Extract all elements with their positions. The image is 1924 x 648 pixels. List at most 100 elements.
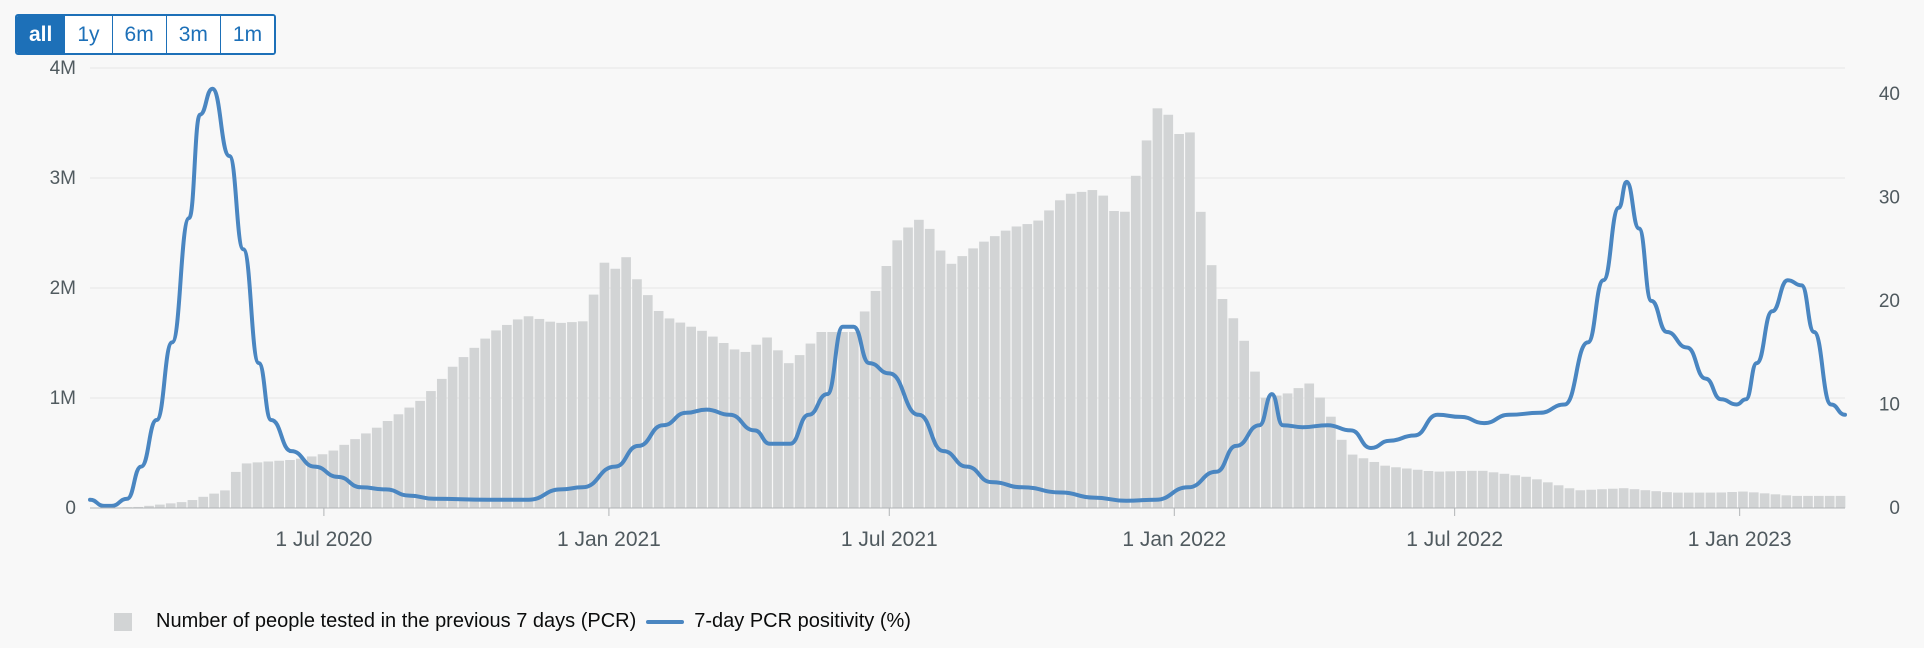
tested-bar <box>1293 388 1304 508</box>
tested-bar <box>588 294 599 508</box>
tested-bar <box>1542 482 1553 508</box>
tested-bar <box>1586 489 1596 508</box>
tested-bar <box>740 351 751 508</box>
tab-6m[interactable]: 6m <box>112 16 167 53</box>
tested-bar <box>979 241 989 508</box>
tested-bar <box>1065 193 1076 508</box>
tested-bar <box>1467 470 1477 508</box>
tested-bar <box>1738 491 1748 508</box>
tested-bar <box>274 460 284 508</box>
tested-bar <box>686 326 697 508</box>
tested-bar <box>621 257 631 508</box>
tested-bar <box>1564 488 1575 508</box>
tested-bar <box>924 228 935 508</box>
tested-bar <box>296 458 306 508</box>
tested-bar <box>1423 470 1434 508</box>
tested-bar <box>1401 468 1412 508</box>
tested-bar <box>1141 140 1152 508</box>
legend-label-positivity: 7-day PCR positivity (%) <box>694 610 911 632</box>
tested-bar <box>827 332 837 508</box>
tested-bar <box>805 343 816 508</box>
legend-item-positivity[interactable]: 7-day PCR positivity (%) <box>646 610 911 633</box>
tested-bar <box>1792 495 1802 508</box>
tested-bar <box>1434 471 1445 508</box>
y-right-tick-label: 20 <box>1879 291 1900 312</box>
tested-bar <box>426 391 436 508</box>
tab-3m[interactable]: 3m <box>166 16 221 53</box>
tested-bar <box>1163 114 1174 508</box>
tested-bar <box>968 248 978 508</box>
tested-bar <box>1000 230 1011 508</box>
tested-bar <box>144 505 154 508</box>
legend-label-tested: Number of people tested in the previous … <box>156 610 637 632</box>
tested-bar <box>415 400 425 508</box>
tested-bar <box>881 266 892 508</box>
tested-bar <box>957 256 968 508</box>
tested-bar <box>1239 340 1249 508</box>
tested-bar <box>1824 495 1835 508</box>
tested-bar <box>252 462 263 508</box>
tested-bar <box>751 344 762 508</box>
tested-bar <box>870 290 881 508</box>
tested-bar <box>859 311 870 508</box>
tested-bar <box>350 439 360 508</box>
tested-bar <box>1033 220 1043 509</box>
tested-bar <box>708 336 718 508</box>
tested-bar <box>1510 475 1521 508</box>
tested-bar <box>198 496 209 508</box>
tested-bar <box>285 460 295 508</box>
tested-bar <box>545 321 556 508</box>
y-right-tick-label: 30 <box>1879 187 1900 208</box>
y-left-tick-label: 1M <box>50 388 76 409</box>
y-right-tick-label: 10 <box>1879 394 1900 415</box>
tested-bar <box>1748 492 1759 508</box>
tested-bar <box>1814 495 1824 508</box>
tested-bar <box>1271 395 1282 508</box>
x-tick-label: 1 Jan 2021 <box>557 528 661 551</box>
tested-bar <box>480 338 490 508</box>
tab-all[interactable]: all <box>17 16 66 53</box>
tested-bar <box>1304 383 1315 508</box>
tested-bar <box>1098 195 1109 508</box>
x-tick-label: 1 Jan 2022 <box>1122 528 1226 551</box>
tested-bar <box>1618 488 1629 508</box>
tested-bar <box>1055 200 1065 508</box>
tested-bar <box>1228 318 1239 508</box>
tested-bar <box>133 506 144 508</box>
tested-bar <box>317 454 328 508</box>
tested-bar <box>1326 416 1336 508</box>
tested-bar <box>1445 471 1456 508</box>
positivity-line <box>88 86 1847 508</box>
tested-bar <box>946 263 957 508</box>
tested-bar <box>642 295 653 508</box>
tested-bar <box>1412 469 1423 508</box>
tested-bar <box>1044 210 1054 508</box>
tested-bar <box>1369 461 1380 508</box>
tested-bar <box>1499 473 1510 508</box>
tab-1y[interactable]: 1y <box>65 16 113 53</box>
tested-bar <box>1629 489 1640 508</box>
tested-bar <box>1683 492 1694 508</box>
y-right-tick-label: 40 <box>1879 84 1900 105</box>
tested-bar <box>209 493 219 508</box>
tested-bar <box>458 357 469 508</box>
tested-bar <box>1087 190 1098 509</box>
tested-bar <box>1152 108 1163 508</box>
axes: 0 1M 2M 3M 4M 0 10 20 30 40 1 Jul 2020 1 Jan 2021 1 … <box>50 58 1900 551</box>
tested-bar <box>849 332 859 508</box>
tested-bar <box>697 330 707 508</box>
tested-bar <box>903 227 913 508</box>
tab-1m[interactable]: 1m <box>220 16 275 53</box>
tested-bar <box>1195 211 1206 508</box>
tested-bar <box>1727 492 1737 508</box>
legend-item-tested[interactable]: Number of people tested in the previous … <box>114 610 636 633</box>
tested-bar <box>1662 492 1672 508</box>
tested-bar <box>1835 495 1846 508</box>
tested-bar <box>534 318 545 508</box>
tested-bar <box>1716 492 1727 508</box>
tested-bar <box>361 433 371 508</box>
tested-bar <box>773 350 783 508</box>
tested-bar <box>328 450 339 508</box>
bar-swatch-icon <box>114 612 132 631</box>
tested-bar <box>1011 226 1022 508</box>
